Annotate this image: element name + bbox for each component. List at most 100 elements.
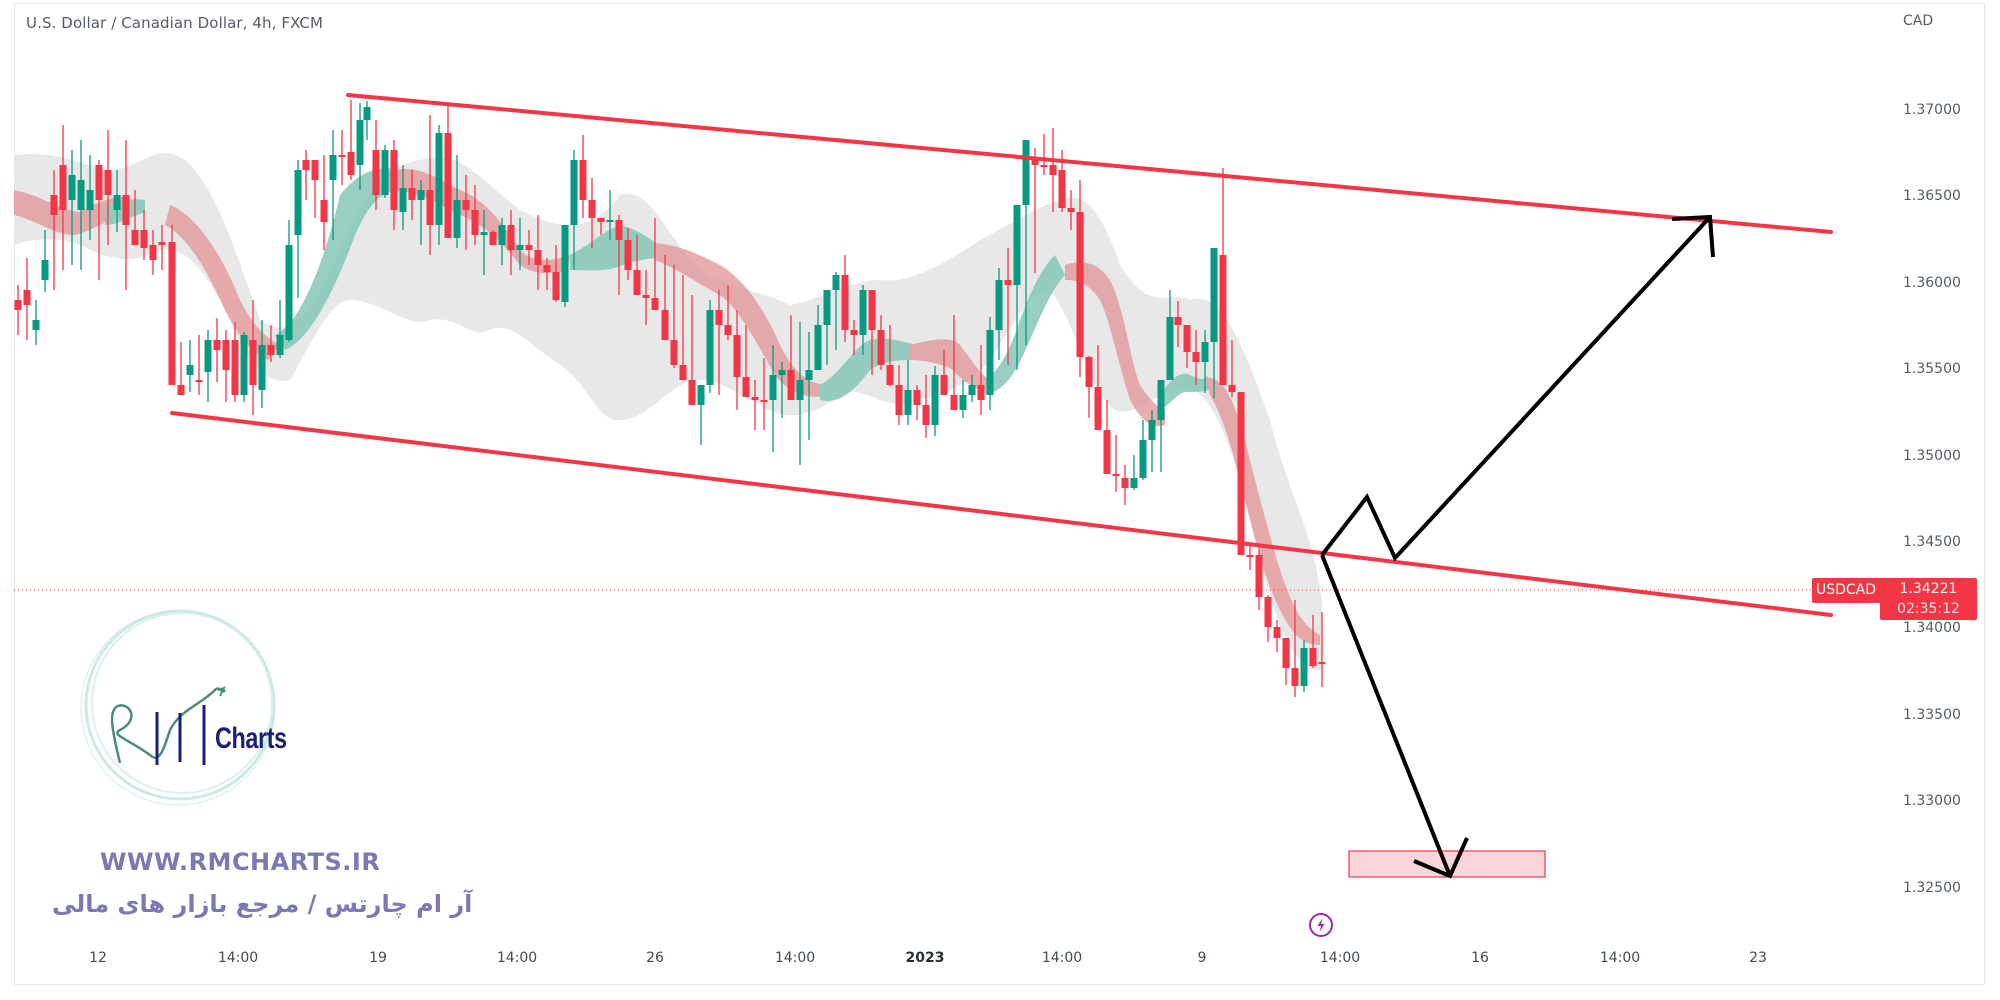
candle-bearish [1291, 668, 1299, 686]
candle-bearish [651, 298, 659, 310]
candle-bullish [294, 170, 302, 235]
candle-bearish [338, 155, 346, 157]
candle-bearish [1174, 317, 1182, 325]
candle-bearish [1183, 325, 1191, 352]
candle-bearish [868, 290, 876, 330]
bearish-scenario-arrow[interactable] [1320, 554, 1452, 877]
candle-bearish [1282, 638, 1290, 668]
candle-bullish [186, 365, 194, 375]
candle-bullish [329, 155, 337, 180]
candle-bullish [68, 175, 76, 200]
candle-bullish [113, 195, 121, 210]
candle-bullish [769, 375, 777, 400]
candle-bullish [240, 335, 248, 395]
candle-bearish [733, 335, 741, 377]
candle-bearish [1004, 280, 1012, 285]
last-price-value: 1.34221 [1899, 581, 1958, 597]
candle-bearish [1049, 165, 1057, 175]
channel-lower-line[interactable] [170, 411, 1833, 617]
candle-bullish [796, 380, 804, 400]
candle-bullish [453, 200, 461, 238]
candle-bearish [624, 240, 632, 270]
candle-bearish [168, 242, 176, 385]
candle-bearish [1273, 627, 1281, 638]
candle-bullish [832, 275, 840, 290]
candle-bearish [715, 310, 723, 325]
candle-bearish [1067, 208, 1075, 212]
candle-bearish [1309, 648, 1317, 666]
candle-bearish [471, 210, 479, 235]
candle-bearish [950, 395, 958, 410]
candle-bearish [895, 385, 903, 415]
candle-bearish [23, 290, 31, 305]
last-price-badge: 1.34221 02:35:12 [1880, 578, 1977, 620]
candle-bearish [661, 310, 669, 340]
time-tick-label: 14:00 [1041, 950, 1083, 966]
candle-bearish [1264, 597, 1272, 627]
candle-bearish [552, 272, 560, 300]
time-tick-label: 16 [1471, 950, 1489, 966]
price-axis-currency: CAD [1903, 13, 1934, 29]
rmcharts-logo-icon [80, 609, 276, 806]
logo-wordmark: Charts [215, 722, 287, 755]
price-tick-label: 1.36000 [1903, 275, 1961, 291]
candle-bearish [14, 300, 22, 310]
price-tick-label: 1.35500 [1903, 361, 1961, 377]
price-tick-label: 1.32500 [1903, 880, 1961, 896]
candle-bearish [311, 160, 319, 180]
candle-bearish [670, 340, 678, 365]
time-tick-label: 19 [369, 950, 387, 966]
candle-bearish [222, 340, 230, 370]
candle-bearish [1121, 478, 1129, 488]
candle-bearish [249, 340, 257, 385]
candle-bearish [408, 188, 416, 200]
candle-bullish [959, 395, 967, 410]
bar-countdown: 02:35:12 [1897, 601, 1960, 617]
price-tick-label: 1.35000 [1903, 448, 1961, 464]
time-tick-label: 14:00 [217, 950, 259, 966]
candle-bearish [267, 345, 275, 355]
candle-bearish [525, 245, 533, 250]
candle-bearish [877, 330, 885, 365]
candle-bullish [1210, 248, 1218, 342]
candle-bearish [444, 133, 452, 238]
candle-bearish [1040, 165, 1048, 167]
candlestick-series [14, 100, 1326, 697]
price-tick-label: 1.36500 [1903, 188, 1961, 204]
candle-bearish [1085, 357, 1093, 387]
candle-bullish [561, 225, 569, 302]
candle-bearish [1228, 385, 1236, 392]
lightning-bolt-icon[interactable] [1308, 912, 1334, 938]
candle-bearish [615, 220, 623, 240]
candle-bullish [1139, 440, 1147, 478]
candle-bearish [597, 218, 605, 222]
candle-bearish [1031, 160, 1039, 165]
candle-bearish [841, 275, 849, 330]
candle-bullish [1022, 140, 1030, 205]
candle-bullish [1300, 648, 1308, 686]
price-tick-label: 1.37000 [1903, 102, 1961, 118]
bullish-scenario-arrow[interactable] [1320, 215, 1712, 562]
candle-bullish [41, 260, 49, 280]
candle-bearish [1219, 255, 1227, 385]
candle-bearish [372, 150, 380, 195]
channel-upper-line[interactable] [346, 93, 1833, 234]
symbol-title: U.S. Dollar / Canadian Dollar, 4h, FXCM [26, 14, 324, 32]
candle-bullish [697, 385, 705, 405]
candle-bearish [177, 385, 185, 395]
candle-bullish [363, 107, 371, 120]
candle-bullish [859, 290, 867, 335]
candle-bearish [462, 200, 470, 210]
candle-bullish [276, 335, 284, 355]
candle-bearish [977, 385, 985, 400]
candle-bearish [507, 225, 515, 250]
candle-bullish [1201, 342, 1209, 362]
candle-bullish [968, 385, 976, 395]
candle-bearish [231, 340, 239, 395]
candle-bullish [516, 245, 524, 250]
candle-bearish [850, 330, 858, 335]
arrowhead-down-icon [1413, 837, 1469, 879]
time-tick-label: 2023 [905, 950, 945, 966]
candle-bullish [1130, 478, 1138, 488]
